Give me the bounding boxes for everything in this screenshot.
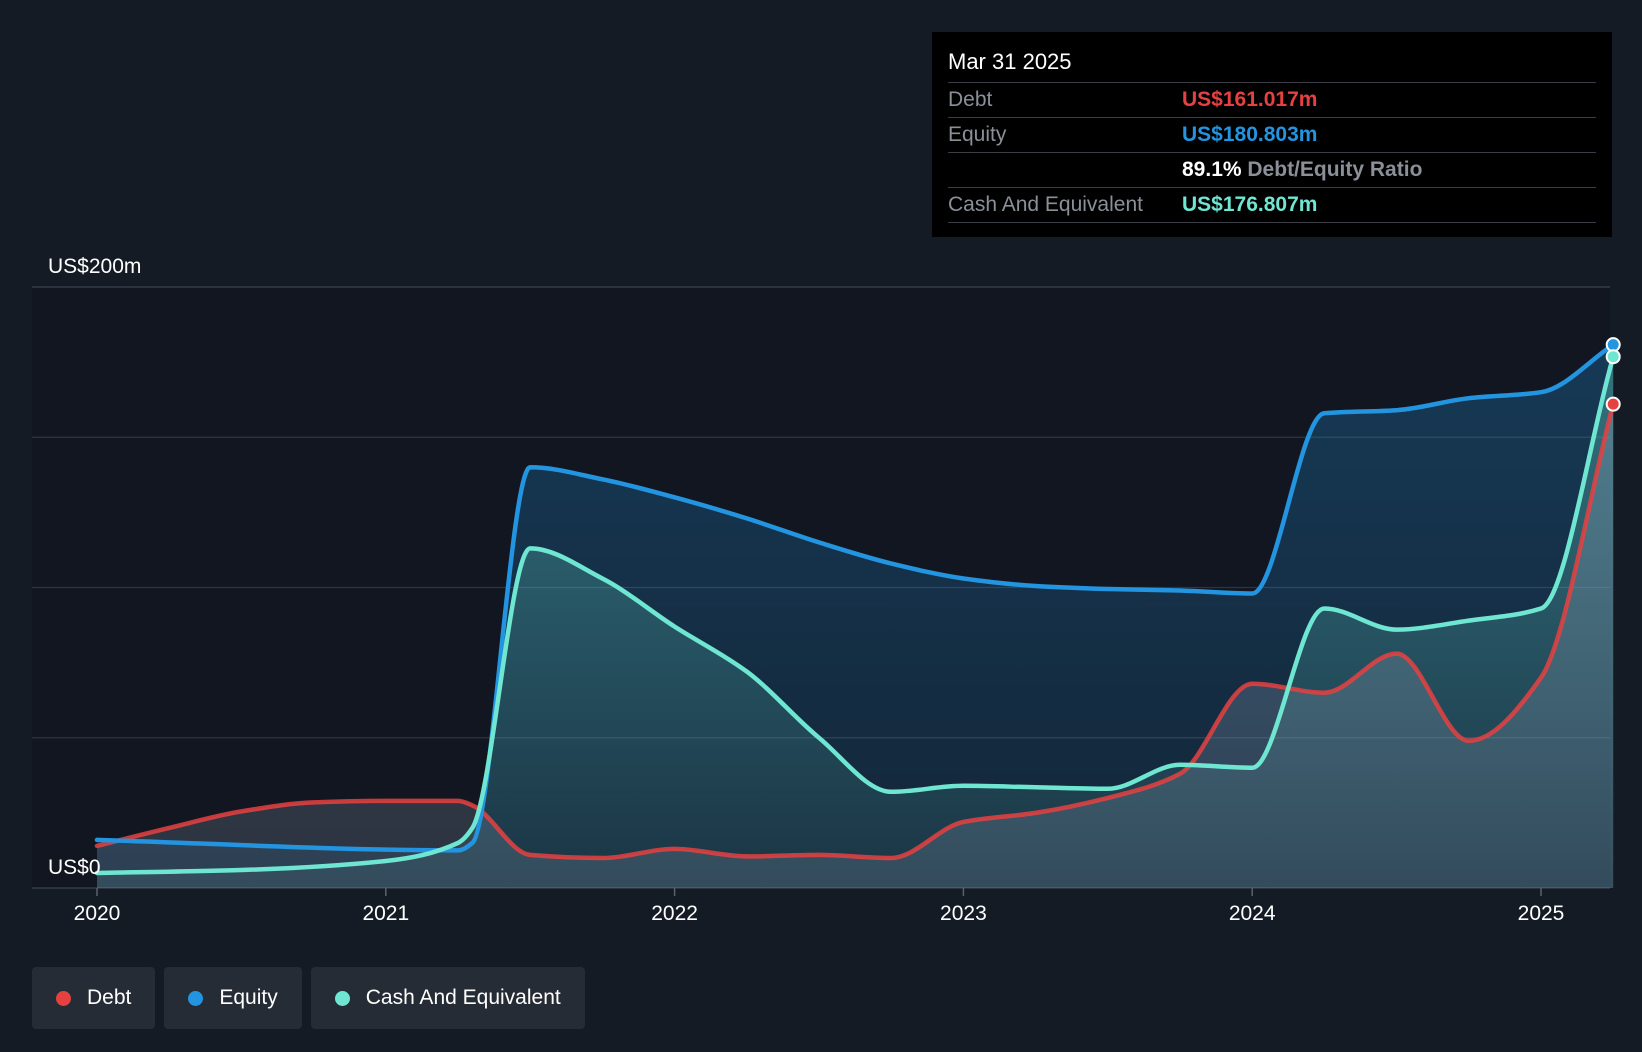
- y-tick-label: US$0: [48, 856, 101, 879]
- debt-line: [94, 401, 1616, 861]
- legend-dot-debt: [56, 990, 71, 1006]
- y-tick-label: US$200m: [48, 255, 141, 278]
- tooltip-equity-row: Equity US$180.803m: [948, 118, 1596, 152]
- tooltip-ratio-row: 89.1% Debt/Equity Ratio: [948, 152, 1596, 188]
- x-tick-label: 2025: [1518, 902, 1565, 925]
- legend-label-equity: Equity: [219, 986, 278, 1009]
- legend: Debt Equity Cash And Equivalent: [32, 967, 585, 1029]
- tooltip-ratio-label: Debt/Equity Ratio: [1247, 158, 1423, 181]
- cash-end-point: [1605, 349, 1621, 365]
- legend-item-debt[interactable]: Debt: [32, 967, 156, 1029]
- tooltip-cash-value: US$176.807m: [1182, 193, 1318, 216]
- tooltip-cash-row: Cash And Equivalent US$176.807m: [948, 188, 1596, 223]
- legend-dot-equity: [188, 990, 204, 1006]
- debt-end-point: [1605, 396, 1621, 412]
- tooltip-debt-value: US$161.017m: [1182, 88, 1318, 111]
- legend-label-cash: Cash And Equivalent: [365, 986, 561, 1009]
- tooltip-debt-label: Debt: [948, 88, 993, 111]
- legend-item-equity[interactable]: Equity: [164, 967, 302, 1029]
- tooltip-ratio-value: 89.1%: [1182, 158, 1242, 181]
- legend-dot-cash: [334, 990, 350, 1006]
- tooltip-panel: Mar 31 2025 Debt US$161.017m Equity US$1…: [932, 32, 1612, 237]
- tooltip-equity-value: US$180.803m: [1182, 123, 1318, 146]
- x-tick-label: 2021: [362, 902, 409, 925]
- tooltip-cash-label: Cash And Equivalent: [948, 193, 1143, 216]
- legend-label-debt: Debt: [87, 986, 132, 1009]
- tooltip-ratio: 89.1% Debt/Equity Ratio: [1182, 153, 1422, 187]
- legend-item-cash[interactable]: Cash And Equivalent: [310, 967, 585, 1029]
- tooltip-debt-row: Debt US$161.017m: [948, 83, 1596, 118]
- tooltip-date: Mar 31 2025: [948, 32, 1596, 83]
- x-tick-label: 2022: [651, 902, 698, 925]
- x-tick-label: 2024: [1229, 902, 1276, 925]
- tooltip-equity-label: Equity: [948, 123, 1007, 146]
- x-tick-label: 2020: [74, 902, 121, 925]
- x-tick-label: 2023: [940, 902, 987, 925]
- cash-line: [94, 354, 1616, 876]
